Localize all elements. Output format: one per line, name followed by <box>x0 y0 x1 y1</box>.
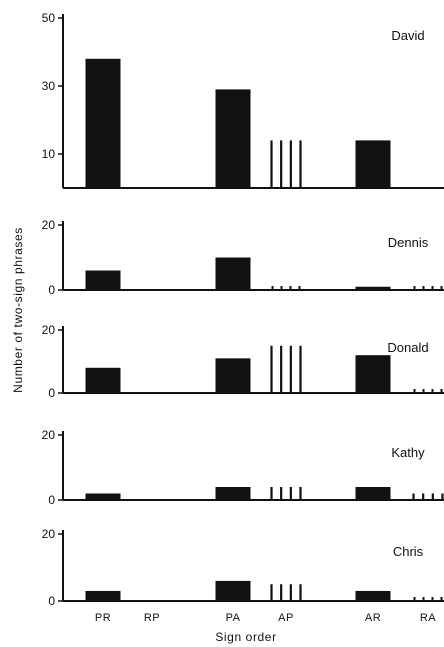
bar-pr <box>85 367 121 393</box>
panel-title: Kathy <box>391 445 425 460</box>
bar-ar <box>355 590 391 601</box>
panel-chris: 0 20 Chris <box>42 527 444 608</box>
panel-kathy: 0 20 Kathy <box>42 428 444 507</box>
y-tick-label: 20 <box>42 323 56 337</box>
y-tick-label: 30 <box>42 79 56 93</box>
bar-ap <box>270 140 302 188</box>
bar-pr <box>85 270 121 290</box>
panel-dennis: 0 20 Dennis <box>42 218 444 297</box>
x-tick-label-rp: RP <box>144 612 160 624</box>
bar-ap <box>270 487 302 500</box>
y-tick-label: 0 <box>48 386 55 400</box>
x-tick-label-pr: PR <box>95 612 111 624</box>
bar-ra <box>413 597 443 601</box>
bar-ra <box>412 493 444 500</box>
bar-ap <box>270 584 302 601</box>
panel-title: Donald <box>387 340 428 355</box>
category-labels: PR RP PA AP AR RA <box>95 612 436 624</box>
y-tick-label: 0 <box>48 283 55 297</box>
bar-ra <box>413 286 443 290</box>
x-tick-label-pa: PA <box>226 612 241 624</box>
bar-pr <box>85 590 121 601</box>
chart-panels: 10 30 50 David 0 20 Dennis 0 20 Donald 0 20 Kathy 0 20… <box>42 11 444 608</box>
panel-title: David <box>391 28 424 43</box>
bar-pa <box>215 358 251 393</box>
x-axis-label: Sign order <box>215 630 276 644</box>
bar-pr <box>85 58 121 188</box>
y-tick-label: 0 <box>48 493 55 507</box>
x-tick-label-ap: AP <box>278 612 294 624</box>
bar-ra <box>413 389 443 393</box>
y-tick-label: 10 <box>42 147 56 161</box>
bar-pa <box>215 487 251 500</box>
panel-title: Chris <box>393 544 424 559</box>
bar-ap <box>271 286 301 290</box>
y-tick-label: 20 <box>42 527 56 541</box>
y-tick-label: 50 <box>42 11 56 25</box>
bar-ar <box>355 140 391 188</box>
bar-ar <box>355 487 391 500</box>
bar-ap <box>270 345 302 393</box>
panel-donald: 0 20 Donald <box>42 323 444 400</box>
y-tick-label: 20 <box>42 428 56 442</box>
panel-title: Dennis <box>388 235 429 250</box>
bar-pr <box>85 493 121 500</box>
y-axis-label: Number of two-sign phrases <box>11 227 25 393</box>
panel-david: 10 30 50 David <box>42 11 444 189</box>
bar-pa <box>215 580 251 601</box>
x-tick-label-ra: RA <box>420 612 436 624</box>
y-tick-label: 0 <box>48 594 55 608</box>
bar-ar <box>355 355 391 393</box>
bar-ar <box>355 286 391 290</box>
x-tick-label-ar: AR <box>365 612 381 624</box>
y-tick-label: 20 <box>42 218 56 232</box>
bar-pa <box>215 257 251 290</box>
bar-pa <box>215 89 251 188</box>
